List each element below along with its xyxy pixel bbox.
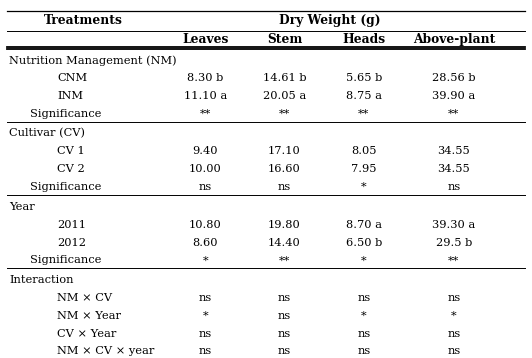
Text: 39.30 a: 39.30 a xyxy=(432,220,476,229)
Text: 8.05: 8.05 xyxy=(351,146,377,156)
Text: ns: ns xyxy=(278,329,291,339)
Text: 8.30 b: 8.30 b xyxy=(187,73,223,83)
Text: ns: ns xyxy=(278,347,291,357)
Text: ns: ns xyxy=(198,347,212,357)
Text: 7.95: 7.95 xyxy=(351,164,377,174)
Text: 10.80: 10.80 xyxy=(189,220,221,229)
Text: ns: ns xyxy=(278,311,291,321)
Text: CV 1: CV 1 xyxy=(57,146,85,156)
Text: *: * xyxy=(361,255,367,265)
Text: 20.05 a: 20.05 a xyxy=(263,91,306,101)
Text: Treatments: Treatments xyxy=(44,14,123,28)
Text: **: ** xyxy=(279,109,290,119)
Text: Nutrition Management (NM): Nutrition Management (NM) xyxy=(10,55,177,66)
Text: ns: ns xyxy=(447,347,461,357)
Text: Significance: Significance xyxy=(30,255,102,265)
Text: 34.55: 34.55 xyxy=(437,146,470,156)
Text: 8.70 a: 8.70 a xyxy=(346,220,382,229)
Text: *: * xyxy=(361,311,367,321)
Text: 11.10 a: 11.10 a xyxy=(184,91,227,101)
Text: ns: ns xyxy=(198,182,212,192)
Text: *: * xyxy=(361,182,367,192)
Text: 2011: 2011 xyxy=(57,220,86,229)
Text: 8.75 a: 8.75 a xyxy=(346,91,382,101)
Text: *: * xyxy=(202,311,208,321)
Text: CNM: CNM xyxy=(57,73,87,83)
Text: **: ** xyxy=(279,255,290,265)
Text: Interaction: Interaction xyxy=(10,275,74,285)
Text: Heads: Heads xyxy=(343,33,386,46)
Text: Significance: Significance xyxy=(30,182,102,192)
Text: CV 2: CV 2 xyxy=(57,164,85,174)
Text: ns: ns xyxy=(447,293,461,303)
Text: NM × CV × year: NM × CV × year xyxy=(57,347,154,357)
Text: Above-plant: Above-plant xyxy=(413,33,495,46)
Text: ns: ns xyxy=(278,182,291,192)
Text: 29.5 b: 29.5 b xyxy=(436,237,472,247)
Text: Significance: Significance xyxy=(30,109,102,119)
Text: 14.40: 14.40 xyxy=(268,237,301,247)
Text: 8.60: 8.60 xyxy=(193,237,218,247)
Text: 6.50 b: 6.50 b xyxy=(346,237,382,247)
Text: ns: ns xyxy=(358,347,370,357)
Text: ns: ns xyxy=(358,293,370,303)
Text: 10.00: 10.00 xyxy=(189,164,221,174)
Text: ns: ns xyxy=(447,182,461,192)
Text: ns: ns xyxy=(358,329,370,339)
Text: 17.10: 17.10 xyxy=(268,146,301,156)
Text: INM: INM xyxy=(57,91,83,101)
Text: ns: ns xyxy=(278,293,291,303)
Text: Cultivar (CV): Cultivar (CV) xyxy=(10,129,85,139)
Text: *: * xyxy=(451,311,456,321)
Text: *: * xyxy=(202,255,208,265)
Text: 14.61 b: 14.61 b xyxy=(263,73,306,83)
Text: Dry Weight (g): Dry Weight (g) xyxy=(279,14,380,28)
Text: Year: Year xyxy=(10,202,35,212)
Text: **: ** xyxy=(358,109,370,119)
Text: 5.65 b: 5.65 b xyxy=(346,73,382,83)
Text: NM × Year: NM × Year xyxy=(57,311,121,321)
Text: NM × CV: NM × CV xyxy=(57,293,112,303)
Text: 2012: 2012 xyxy=(57,237,86,247)
Text: 28.56 b: 28.56 b xyxy=(432,73,476,83)
Text: 9.40: 9.40 xyxy=(193,146,218,156)
Text: ns: ns xyxy=(198,293,212,303)
Text: ns: ns xyxy=(447,329,461,339)
Text: 39.90 a: 39.90 a xyxy=(432,91,476,101)
Text: Stem: Stem xyxy=(267,33,302,46)
Text: **: ** xyxy=(448,109,460,119)
Text: Leaves: Leaves xyxy=(182,33,228,46)
Text: **: ** xyxy=(200,109,211,119)
Text: 19.80: 19.80 xyxy=(268,220,301,229)
Text: CV × Year: CV × Year xyxy=(57,329,117,339)
Text: **: ** xyxy=(448,255,460,265)
Text: 34.55: 34.55 xyxy=(437,164,470,174)
Text: 16.60: 16.60 xyxy=(268,164,301,174)
Text: ns: ns xyxy=(198,329,212,339)
